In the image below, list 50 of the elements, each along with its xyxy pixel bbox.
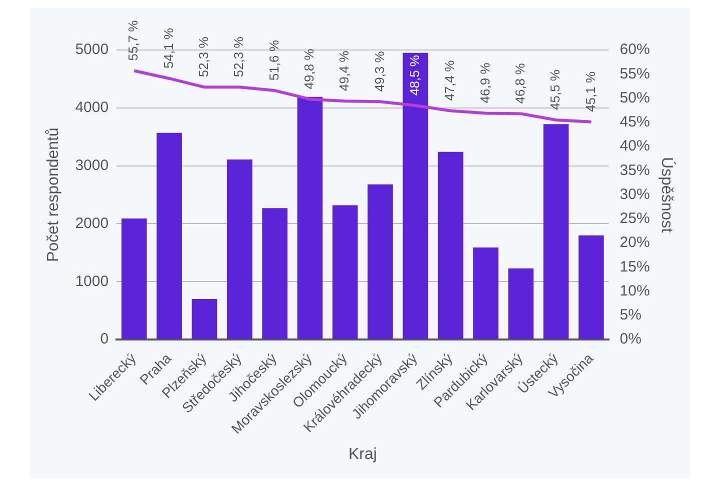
y-tick-label: 2000	[75, 214, 109, 232]
bar	[368, 184, 393, 340]
y2-tick-label: 55%	[620, 65, 650, 82]
bar	[473, 247, 498, 340]
data-label: 52,3 %	[231, 36, 246, 78]
data-label: 45,1 %	[582, 70, 598, 112]
y2-tick-label: 15%	[620, 258, 650, 276]
y-axis-title: Počet respondentů	[45, 128, 62, 262]
bar	[226, 159, 252, 340]
x-axis-title: Kraj	[348, 446, 377, 463]
data-label: 55,7 %	[126, 20, 141, 61]
bar	[578, 235, 604, 340]
data-label: 52,3 %	[196, 36, 212, 78]
y-tick-label: 0	[100, 330, 109, 348]
y-tick-label: 1000	[75, 272, 109, 290]
data-label: 46,8 %	[512, 62, 528, 104]
y2-tick-label: 25%	[620, 210, 650, 228]
data-label: 49,4 %	[336, 50, 352, 92]
data-label: 45,5 %	[548, 69, 563, 110]
data-label: 51,6 %	[266, 40, 282, 81]
y2-tick-label: 20%	[620, 234, 650, 252]
y2-tick-label: 35%	[620, 162, 650, 179]
data-label: 49,3 %	[372, 50, 387, 92]
bar	[402, 52, 428, 340]
bar	[297, 96, 323, 340]
bar	[192, 299, 218, 340]
y2-tick-label: 10%	[620, 282, 650, 300]
y2-tick-label: 30%	[620, 186, 650, 203]
data-label: 48,5 %	[406, 54, 422, 96]
bar	[543, 124, 569, 340]
y2-tick-label: 5%	[620, 306, 642, 324]
bar	[262, 208, 288, 340]
data-label: 47,4 %	[442, 60, 458, 101]
data-label: 54,1 %	[160, 28, 176, 68]
data-label: 46,9 %	[477, 62, 492, 104]
y2-tick-label: 40%	[620, 138, 650, 155]
y2-tick-label: 45%	[620, 114, 650, 131]
bar	[156, 132, 182, 340]
bar	[332, 205, 358, 340]
y2-tick-label: 50%	[620, 89, 650, 106]
data-label: 49,8 %	[302, 48, 317, 90]
y-tick-label: 5000	[75, 41, 109, 58]
bar	[508, 268, 534, 340]
bar	[121, 218, 147, 340]
y2-axis-title: Úspěšnost	[658, 156, 676, 234]
bar	[438, 152, 464, 340]
y2-tick-label: 0%	[620, 330, 642, 348]
y-tick-label: 3000	[75, 156, 109, 174]
y-tick-label: 4000	[75, 99, 109, 116]
y2-tick-label: 60%	[620, 41, 650, 58]
